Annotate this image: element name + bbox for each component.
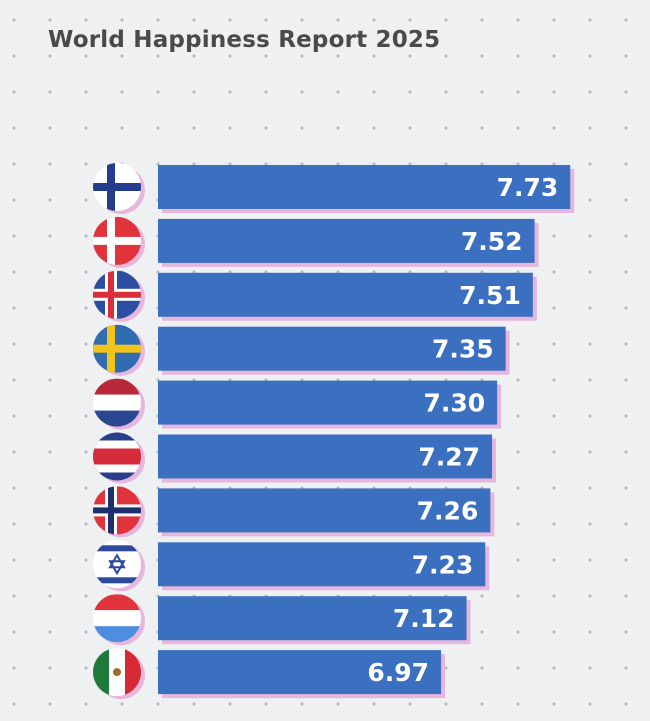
bar-value-label: 7.26 bbox=[417, 496, 479, 525]
netherlands-flag-icon bbox=[93, 378, 141, 427]
bar bbox=[158, 488, 491, 533]
bar-row: 7.26 bbox=[93, 486, 495, 538]
bar-value-label: 7.12 bbox=[393, 604, 455, 633]
bar-row: 7.30 bbox=[93, 378, 502, 430]
bar-row: 7.73 bbox=[93, 163, 575, 214]
bar-row: 7.12 bbox=[93, 594, 471, 646]
bar bbox=[158, 542, 486, 587]
bar-value-label: 7.52 bbox=[461, 227, 523, 256]
mexico-flag-icon bbox=[93, 648, 141, 697]
israel-flag-icon bbox=[93, 540, 141, 589]
bar-value-label: 7.35 bbox=[432, 335, 494, 364]
bar-row: 6.97 bbox=[93, 648, 446, 700]
iceland-flag-icon bbox=[93, 270, 141, 319]
bar bbox=[158, 650, 442, 695]
sweden-flag-icon bbox=[93, 324, 141, 373]
bar bbox=[158, 165, 571, 209]
bar-value-label: 7.27 bbox=[418, 443, 480, 472]
norway-flag-icon bbox=[93, 486, 141, 535]
bar bbox=[158, 326, 506, 371]
bar-value-label: 7.23 bbox=[412, 550, 474, 579]
bar bbox=[158, 434, 493, 479]
bar-value-label: 7.73 bbox=[497, 173, 559, 202]
bar-value-label: 6.97 bbox=[367, 658, 429, 687]
finland-flag-icon bbox=[93, 163, 141, 211]
denmark-flag-icon bbox=[93, 216, 141, 265]
bar-value-label: 7.30 bbox=[423, 389, 485, 418]
bar-row: 7.23 bbox=[93, 540, 490, 592]
bar-row: 7.52 bbox=[93, 216, 539, 268]
bar-row: 7.27 bbox=[93, 432, 497, 484]
bar bbox=[158, 380, 498, 425]
luxembourg-flag-icon bbox=[93, 594, 141, 643]
bar-row: 7.51 bbox=[93, 270, 537, 322]
bar bbox=[158, 272, 533, 317]
bar bbox=[158, 596, 467, 641]
chart-title: World Happiness Report 2025 bbox=[48, 27, 441, 53]
bar-row: 7.35 bbox=[93, 324, 510, 376]
bar-value-label: 7.51 bbox=[459, 281, 521, 310]
costa-rica-flag-icon bbox=[93, 432, 141, 481]
bar bbox=[158, 218, 535, 263]
